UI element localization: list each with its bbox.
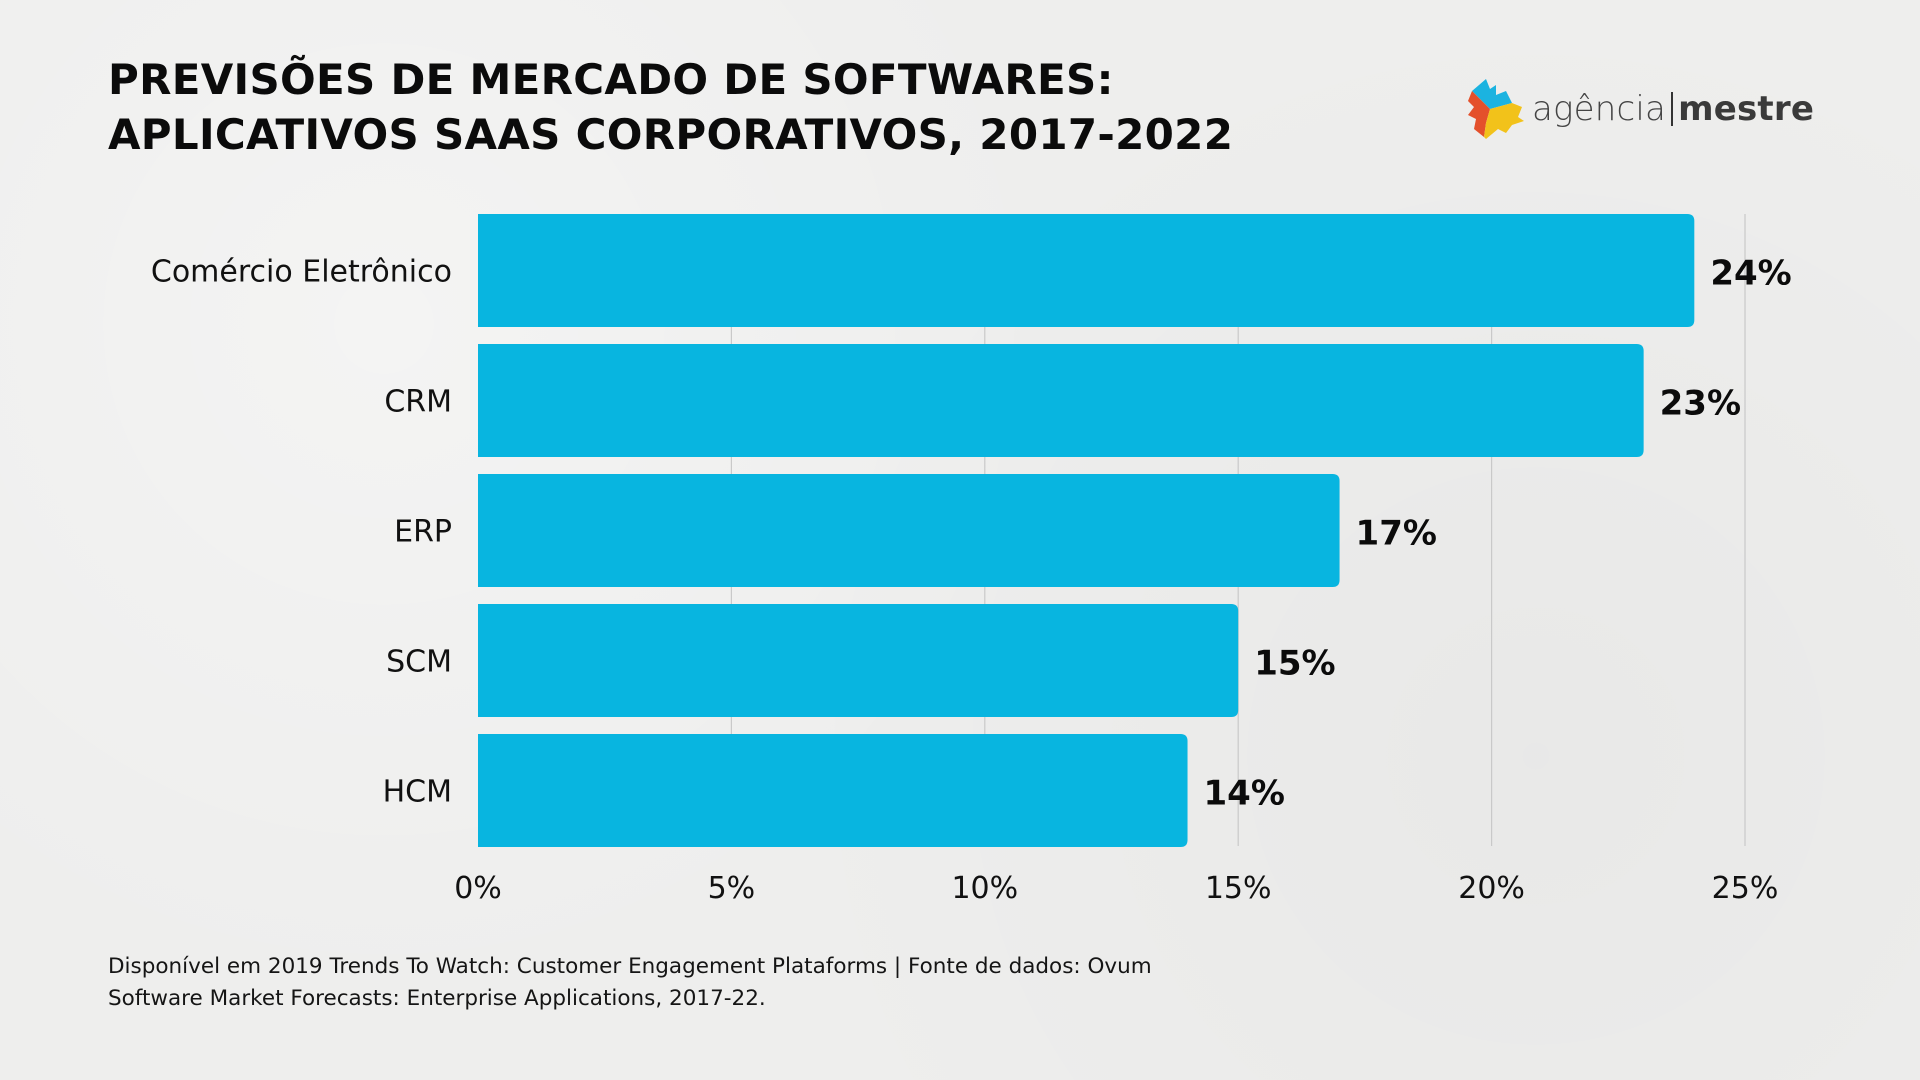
agencia-mestre-logo-icon [1468,79,1524,139]
logo-separator [1671,92,1674,126]
footnote-line2: Software Market Forecasts: Enterprise Ap… [108,986,766,1011]
category-label: Comércio Eletrônico [151,255,452,290]
source-footnote: Disponível em 2019 Trends To Watch: Cust… [108,951,1152,1015]
logo-word-mestre: mestre [1678,89,1815,129]
bar-3 [478,604,1239,717]
bar-4 [478,734,1188,847]
x-axis-tick-labels: 0% 5% 10% 15% 20% 25% [454,871,1778,906]
value-label: 24% [1710,254,1791,294]
x-tick-label: 10% [951,871,1018,906]
bar-0 [478,214,1695,327]
value-label: 14% [1204,774,1285,814]
x-tick-label: 5% [708,871,756,906]
bar-2 [478,474,1340,587]
category-label: ERP [394,515,452,550]
chart-title: PREVISÕES DE MERCADO DE SOFTWARES: APLIC… [108,52,1233,162]
logo-wordmark: agência mestre [1532,89,1814,129]
x-tick-label: 15% [1205,871,1272,906]
value-label: 23% [1660,384,1741,424]
category-labels: Comércio Eletrônico CRM ERP SCM HCM [151,255,452,810]
chart-title-line1: PREVISÕES DE MERCADO DE SOFTWARES: [108,55,1114,104]
bar-1 [478,344,1644,457]
x-tick-label: 25% [1712,871,1779,906]
x-tick-label: 20% [1458,871,1525,906]
value-label: 17% [1356,514,1437,554]
category-label: SCM [386,645,452,680]
value-labels: 24% 23% 17% 15% 14% [1204,254,1792,814]
value-label: 15% [1254,644,1335,684]
chart-title-line2: APLICATIVOS SAAS CORPORATIVOS, 2017-2022 [108,110,1234,159]
brand-logo: agência mestre [1466,76,1814,142]
category-label: CRM [384,385,452,420]
bars [478,214,1695,847]
footnote-line1: Disponível em 2019 Trends To Watch: Cust… [108,954,1152,979]
x-tick-label: 0% [454,871,502,906]
category-label: HCM [383,775,452,810]
logo-word-agencia: agência [1532,89,1667,129]
